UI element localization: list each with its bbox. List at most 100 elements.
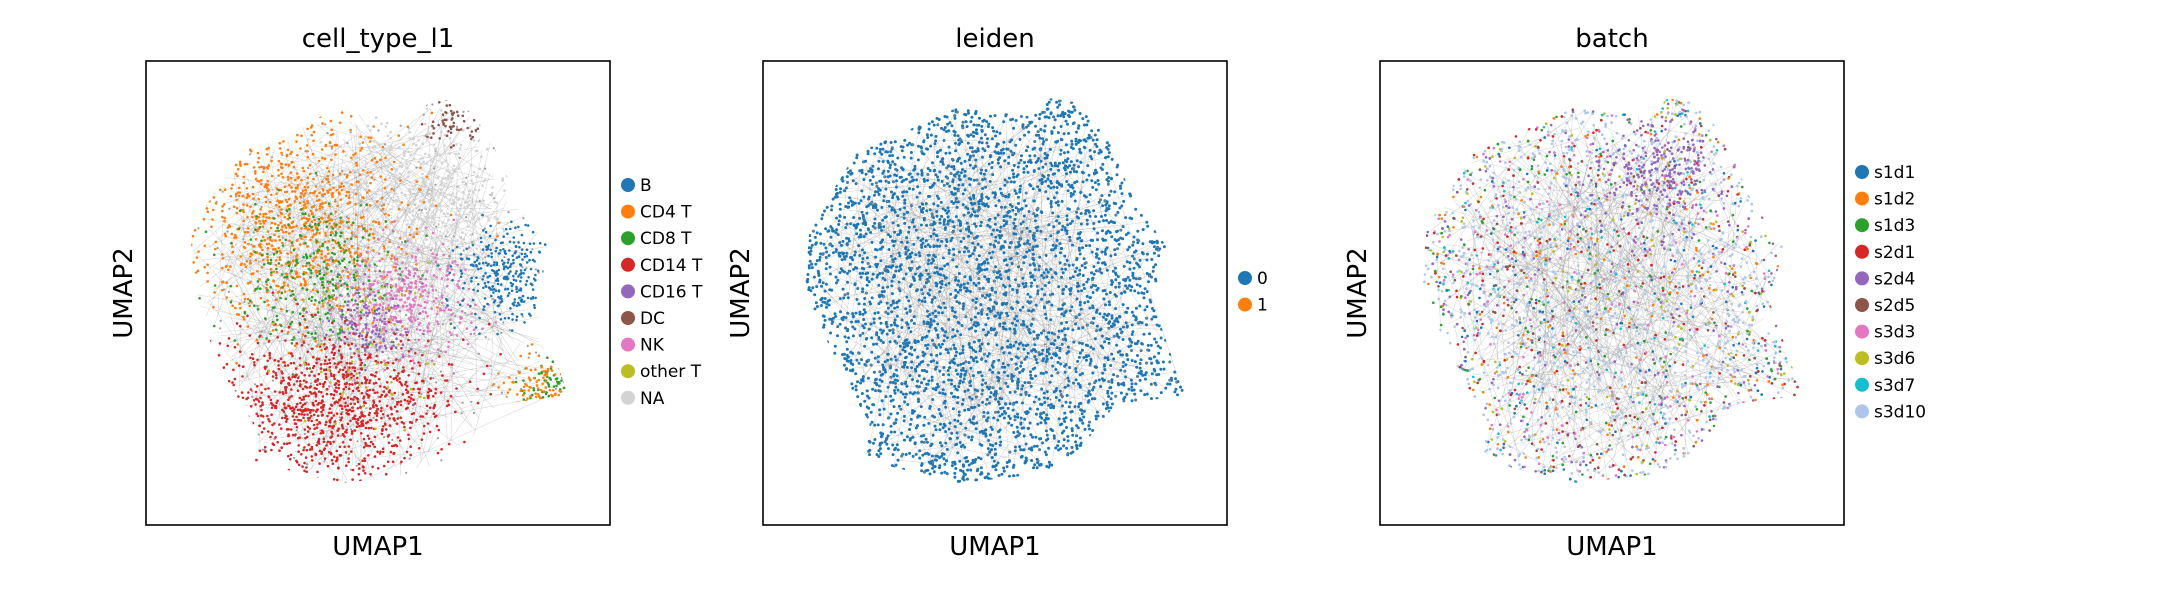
cell-point <box>291 311 295 314</box>
cell-point <box>298 322 302 326</box>
cell-point <box>268 354 272 357</box>
cell-point <box>310 212 314 216</box>
cell-point <box>515 376 518 380</box>
cell-point <box>497 254 500 258</box>
cell-point <box>349 131 352 134</box>
cell-point <box>355 232 359 236</box>
cell-point <box>257 197 261 201</box>
connectivity-edge <box>365 157 371 296</box>
cell-point <box>378 247 382 250</box>
cell-point <box>431 120 435 123</box>
legend-label: CD14 T <box>640 256 703 276</box>
cell-point <box>331 330 335 334</box>
cell-point <box>443 309 446 312</box>
cell-point <box>389 136 393 140</box>
cell-point <box>467 225 470 229</box>
cell-point <box>529 250 533 254</box>
cell-point <box>288 239 292 243</box>
cell-point <box>470 276 473 280</box>
cell-point <box>279 357 283 361</box>
cell-point <box>288 487 291 490</box>
cell-point <box>426 220 430 224</box>
connectivity-edge <box>419 319 434 460</box>
cell-point <box>324 234 328 237</box>
connectivity-edge <box>455 221 469 264</box>
cell-point <box>266 288 269 292</box>
connectivity-edge <box>436 245 453 382</box>
cell-point <box>365 203 368 206</box>
cell-point <box>239 405 243 409</box>
cell-point <box>254 403 257 406</box>
cell-point <box>427 339 430 343</box>
connectivity-edge <box>234 257 463 405</box>
cell-point <box>339 353 343 357</box>
cell-point <box>491 285 495 288</box>
cell-point <box>349 128 352 132</box>
cell-point <box>321 187 325 191</box>
cell-point <box>280 172 283 176</box>
cell-point <box>308 367 312 370</box>
cell-point <box>445 204 449 208</box>
cell-point <box>339 234 342 238</box>
cell-point <box>252 231 255 234</box>
cell-point <box>300 405 304 409</box>
cell-point <box>359 358 363 362</box>
cell-point <box>320 391 323 394</box>
cell-point <box>345 267 348 271</box>
cell-point <box>309 172 312 176</box>
cell-point <box>221 215 224 219</box>
cell-point <box>165 225 168 228</box>
cell-point <box>433 167 436 170</box>
cell-point <box>233 377 237 381</box>
cell-point <box>363 301 367 305</box>
connectivity-edge <box>225 256 294 260</box>
cell-point <box>527 389 531 392</box>
cell-point <box>583 376 586 379</box>
cell-point <box>400 347 403 350</box>
cell-point <box>270 193 273 197</box>
cell-point <box>472 328 476 332</box>
cell-point <box>294 433 297 436</box>
cell-point <box>373 316 376 320</box>
cell-point <box>385 121 389 125</box>
cell-point <box>335 412 339 415</box>
cell-point <box>352 153 355 157</box>
cell-point <box>411 359 415 362</box>
cell-point <box>266 189 270 193</box>
cell-point <box>264 219 268 223</box>
cell-point <box>526 224 530 227</box>
legend-label: B <box>640 176 652 196</box>
cell-point <box>356 347 359 351</box>
cell-point <box>478 123 482 127</box>
cell-point <box>373 312 376 315</box>
cell-point <box>519 269 523 272</box>
cell-point <box>511 283 515 286</box>
cell-point <box>320 450 324 454</box>
cell-point <box>328 335 331 338</box>
cell-point <box>276 318 279 322</box>
cell-point <box>369 407 372 410</box>
cell-point <box>284 297 288 301</box>
cell-point <box>273 390 277 393</box>
cell-point <box>520 313 524 316</box>
connectivity-edge <box>306 140 368 264</box>
connectivity-edge <box>342 251 525 344</box>
cell-point <box>252 166 256 169</box>
cell-point <box>337 241 340 245</box>
cell-point <box>430 307 433 310</box>
cell-point <box>372 306 376 309</box>
cell-point <box>241 365 245 369</box>
cell-point <box>359 135 362 138</box>
cell-point <box>156 162 159 165</box>
cell-point <box>304 241 307 245</box>
cell-point <box>371 308 374 311</box>
connectivity-edge <box>420 391 438 463</box>
cell-point <box>321 180 324 183</box>
cell-point <box>196 269 200 273</box>
connectivity-edge <box>244 172 312 346</box>
cell-point <box>199 400 203 403</box>
cell-point <box>253 361 256 364</box>
cell-point <box>300 208 303 211</box>
cell-point <box>356 386 360 389</box>
cell-point <box>444 124 447 128</box>
